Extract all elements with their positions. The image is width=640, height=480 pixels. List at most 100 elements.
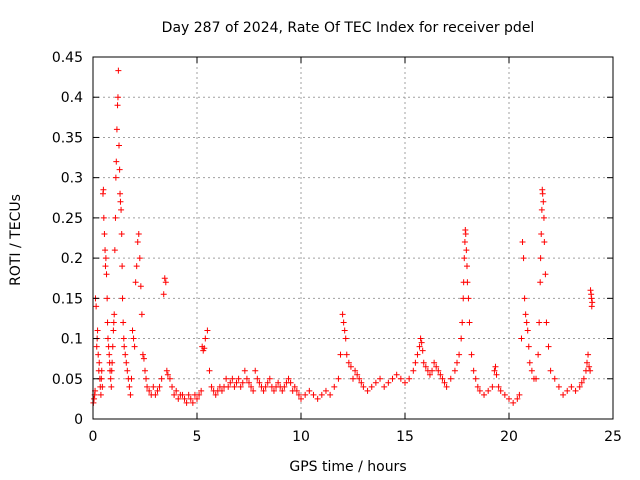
data-point: [291, 383, 298, 390]
data-point: [262, 383, 269, 390]
data-point: [522, 311, 529, 318]
data-point: [495, 383, 502, 390]
data-point: [122, 351, 129, 358]
data-point: [419, 347, 426, 354]
data-point: [441, 379, 448, 386]
data-point: [270, 387, 277, 394]
data-point: [352, 367, 359, 374]
data-point: [189, 399, 196, 406]
data-point: [538, 206, 545, 213]
data-point: [123, 359, 130, 366]
data-point: [293, 387, 300, 394]
data-point: [524, 327, 531, 334]
data-point: [412, 359, 419, 366]
data-point: [318, 391, 325, 398]
data-point: [572, 387, 579, 394]
data-point: [510, 399, 517, 406]
data-point: [526, 359, 533, 366]
data-point: [95, 351, 102, 358]
x-tick-label: 25: [604, 429, 622, 445]
data-point: [96, 359, 103, 366]
y-tick-label: 0.45: [52, 50, 83, 66]
data-point: [110, 327, 117, 334]
data-point: [514, 395, 521, 402]
data-point: [171, 391, 178, 398]
data-point: [243, 375, 250, 382]
data-point: [342, 335, 349, 342]
data-point: [98, 375, 105, 382]
data-point: [99, 383, 106, 390]
data-point: [464, 279, 471, 286]
data-point: [506, 395, 512, 402]
data-point: [183, 399, 190, 406]
data-point: [142, 367, 148, 374]
data-point: [461, 255, 468, 262]
data-point: [281, 383, 288, 390]
data-point: [113, 126, 120, 133]
data-point: [302, 391, 309, 398]
data-point: [136, 255, 143, 262]
data-point: [528, 367, 535, 374]
data-point: [493, 371, 500, 378]
data-point: [114, 94, 121, 101]
x-tick-label: 15: [396, 429, 414, 445]
data-point: [156, 383, 163, 390]
data-point: [131, 343, 138, 350]
data-point: [587, 287, 594, 294]
data-point: [181, 395, 188, 402]
data-point: [116, 166, 123, 173]
data-point: [426, 371, 433, 378]
data-point: [241, 367, 248, 374]
data-point: [350, 375, 356, 382]
data-point: [154, 387, 161, 394]
data-point: [246, 379, 252, 386]
data-point: [254, 375, 261, 382]
data-point: [551, 375, 558, 382]
data-point: [295, 391, 302, 398]
data-point: [121, 343, 128, 350]
plot-frame: [92, 56, 614, 420]
x-tick-label: 0: [89, 429, 98, 445]
data-point: [377, 375, 384, 382]
data-point: [381, 383, 388, 390]
data-point: [133, 263, 140, 270]
data-point: [372, 379, 379, 386]
data-point: [108, 383, 115, 390]
data-point: [223, 375, 230, 382]
data-point: [185, 391, 192, 398]
data-point: [523, 319, 530, 326]
data-point: [341, 327, 348, 334]
data-points: [90, 67, 596, 406]
data-point: [134, 239, 141, 246]
data-point: [206, 367, 213, 374]
data-point: [501, 391, 508, 398]
data-point: [385, 379, 392, 386]
data-point: [106, 351, 113, 358]
data-point: [119, 263, 126, 270]
data-point: [459, 319, 466, 326]
y-tick-label: 0.05: [52, 372, 83, 388]
data-point: [538, 230, 545, 237]
gridlines: [93, 57, 613, 419]
data-point: [437, 371, 444, 378]
data-point: [235, 375, 242, 382]
data-point: [435, 367, 442, 374]
data-point: [521, 295, 528, 302]
data-point: [162, 279, 169, 286]
data-point: [231, 383, 238, 390]
data-point: [100, 186, 107, 193]
data-point: [173, 387, 180, 394]
data-point: [260, 387, 267, 394]
data-point: [343, 351, 350, 358]
data-point: [454, 359, 460, 366]
data-point: [520, 255, 527, 262]
data-point: [418, 339, 425, 346]
data-point: [212, 391, 219, 398]
data-point: [102, 263, 109, 270]
data-point: [589, 299, 596, 306]
data-point: [389, 375, 396, 382]
data-point: [461, 239, 468, 246]
data-point: [103, 271, 110, 278]
data-point: [116, 142, 122, 149]
